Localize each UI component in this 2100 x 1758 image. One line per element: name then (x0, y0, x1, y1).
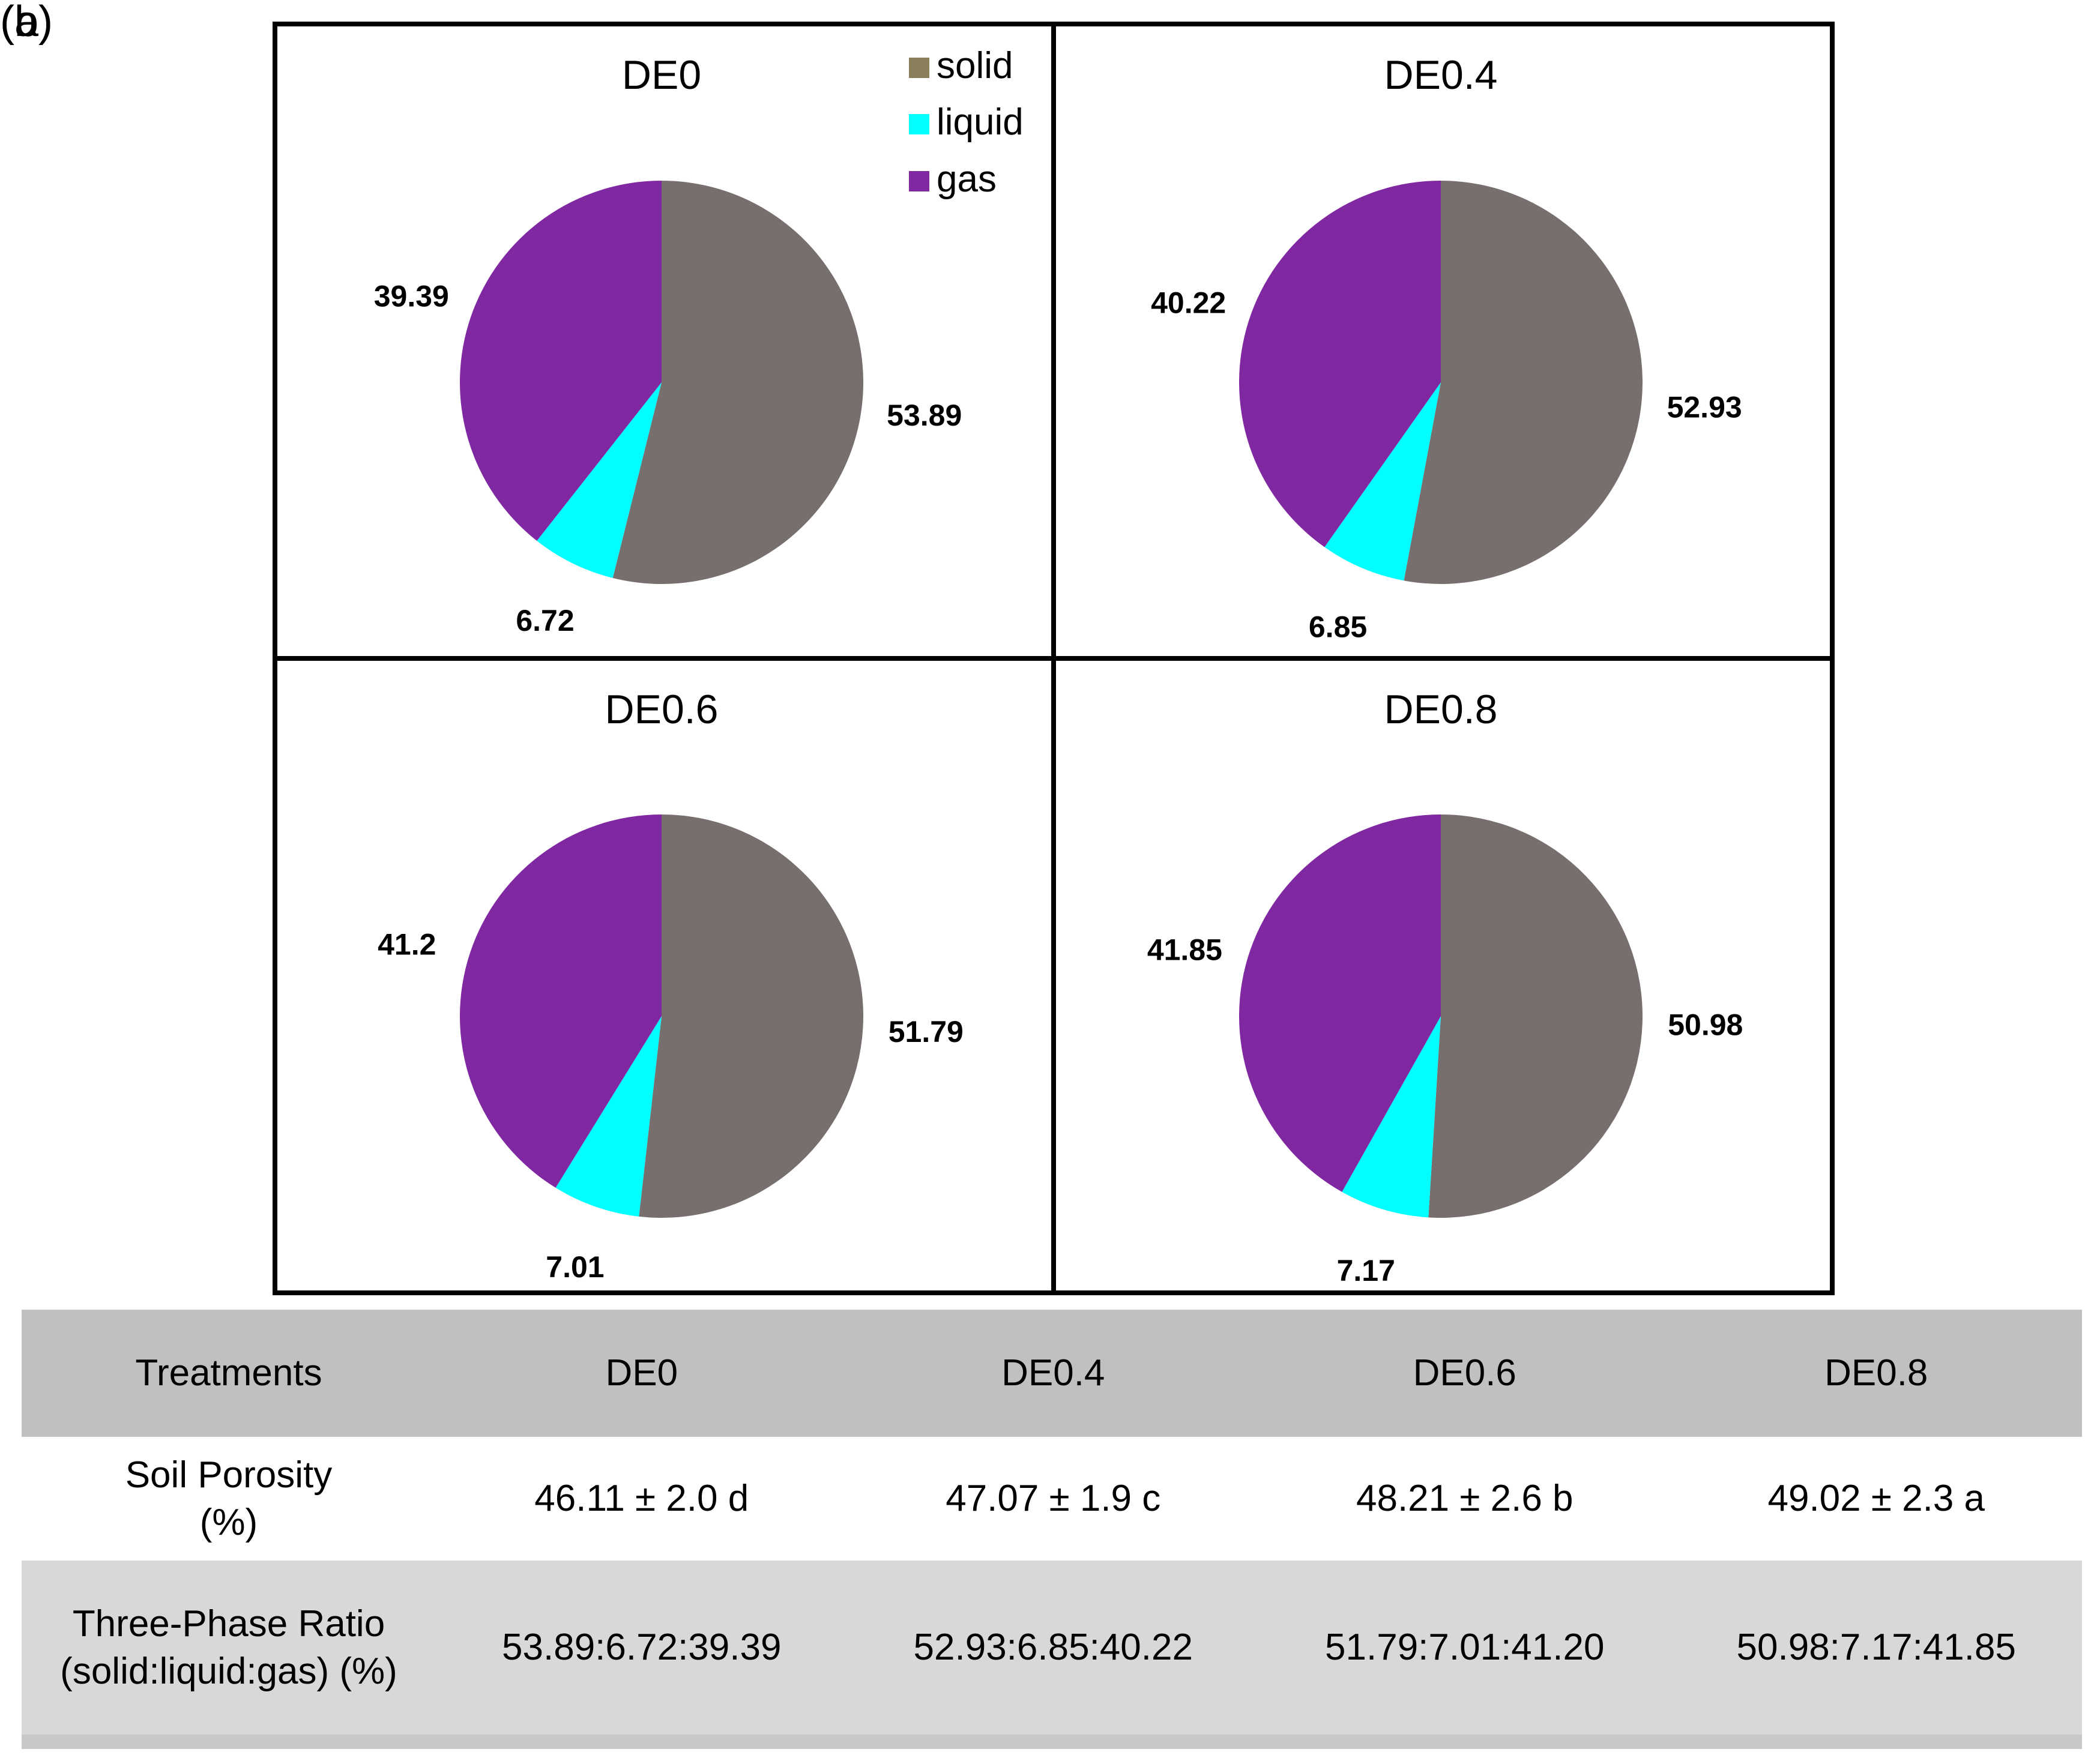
table-cell: 53.89:6.72:39.39 (436, 1561, 848, 1735)
data-label-gas: 39.39 (374, 280, 449, 313)
table-cell: 50.98:7.17:41.85 (1670, 1561, 2082, 1735)
data-label-liquid: 7.01 (546, 1250, 604, 1284)
header-cell: DE0.4 (847, 1310, 1259, 1437)
pie-slice-gas (1239, 181, 1441, 547)
legend-label-gas: gas (937, 158, 997, 200)
pie-title: DE0.6 (605, 687, 719, 732)
pie-de04: DE0.4 52.93 6.85 40.22 (1151, 52, 1742, 643)
soil-properties-table: Treatments DE0 DE0.4 DE0.6 DE0.8 Soil Po… (22, 1310, 2082, 1735)
pie-slice-liquid (1342, 1016, 1441, 1218)
table-cell: 48.21 ± 2.6 b (1259, 1437, 1671, 1561)
pie-slice-gas (460, 181, 662, 541)
pie-slice-solid (612, 181, 863, 584)
data-label-liquid: 6.85 (1309, 610, 1367, 643)
table-row-three-phase-ratio: Three-Phase Ratio (solid:liquid:gas) (%)… (22, 1561, 2082, 1735)
pie-slice-solid (1428, 814, 1643, 1218)
pie-slice-solid (639, 814, 863, 1218)
table-cell: 51.79:7.01:41.20 (1259, 1561, 1671, 1735)
pie-slice-liquid (1324, 382, 1441, 581)
pie-de08: DE0.8 50.98 7.17 41.85 (1147, 687, 1743, 1287)
legend-swatch-liquid (909, 114, 929, 134)
header-cell: DE0.6 (1259, 1310, 1671, 1437)
row-label: Three-Phase Ratio (solid:liquid:gas) (%) (22, 1561, 436, 1735)
data-label-solid: 52.93 (1667, 391, 1742, 424)
row-label-line2: (solid:liquid:gas) (%) (60, 1651, 397, 1692)
data-label-gas: 40.22 (1151, 286, 1226, 320)
data-label-liquid: 6.72 (516, 604, 574, 637)
header-cell: Treatments (22, 1310, 436, 1437)
data-label-solid: 51.79 (889, 1015, 964, 1049)
pie-slice-solid (1404, 181, 1643, 584)
legend-label-solid: solid (937, 45, 1013, 86)
pie-title: DE0.8 (1384, 687, 1498, 732)
panel-frames (273, 22, 1835, 1295)
row-label-line2: (%) (199, 1502, 258, 1543)
data-label-gas: 41.85 (1147, 933, 1222, 966)
pie-slice-liquid (537, 382, 662, 579)
table-cell: 46.11 ± 2.0 d (436, 1437, 848, 1561)
table-cell: 47.07 ± 1.9 c (847, 1437, 1259, 1561)
header-cell: DE0.8 (1670, 1310, 2082, 1437)
panel-label-a: (a) (0, 0, 53, 46)
legend-label-liquid: liquid (937, 101, 1024, 143)
data-label-solid: 53.89 (887, 399, 962, 432)
data-label-gas: 41.2 (378, 928, 436, 962)
row-label-line1: Three-Phase Ratio (72, 1603, 385, 1645)
pie-panels: DE053.896.7239.39DE0.452.936.8540.22DE0.… (374, 52, 1743, 1287)
pie-de06: DE0.6 51.79 7.01 41.2 (378, 687, 964, 1284)
pie-title: DE0.4 (1384, 52, 1498, 98)
legend-swatch-solid (909, 58, 929, 78)
data-label-liquid: 7.17 (1337, 1254, 1395, 1287)
pie-slice-liquid (555, 1016, 662, 1217)
table-cell: 49.02 ± 2.3 a (1670, 1437, 2082, 1561)
pie-title: DE0 (622, 52, 701, 98)
table-bottom-rule (22, 1735, 2082, 1749)
table-cell: 52.93:6.85:40.22 (847, 1561, 1259, 1735)
panel-frame-de08 (1051, 656, 1835, 1295)
legend: solid liquid gas (909, 45, 1024, 200)
pie-slice-gas (1239, 814, 1441, 1192)
panel-label-b: (b) (0, 0, 53, 46)
legend-swatch-gas (909, 171, 929, 191)
pie-de0: DE0 53.89 6.72 39.39 (374, 52, 962, 637)
pie-charts-figure: DE053.896.7239.39DE0.452.936.8540.22DE0.… (273, 22, 1835, 1295)
row-label-line1: Soil Porosity (125, 1454, 333, 1496)
header-cell: DE0 (436, 1310, 848, 1437)
data-label-solid: 50.98 (1668, 1008, 1743, 1042)
row-label: Soil Porosity (%) (22, 1437, 436, 1561)
table-row-soil-porosity: Soil Porosity (%) 46.11 ± 2.0 d 47.07 ± … (22, 1437, 2082, 1561)
pie-slice-gas (459, 814, 662, 1188)
table-header-row: Treatments DE0 DE0.4 DE0.6 DE0.8 (22, 1310, 2082, 1437)
